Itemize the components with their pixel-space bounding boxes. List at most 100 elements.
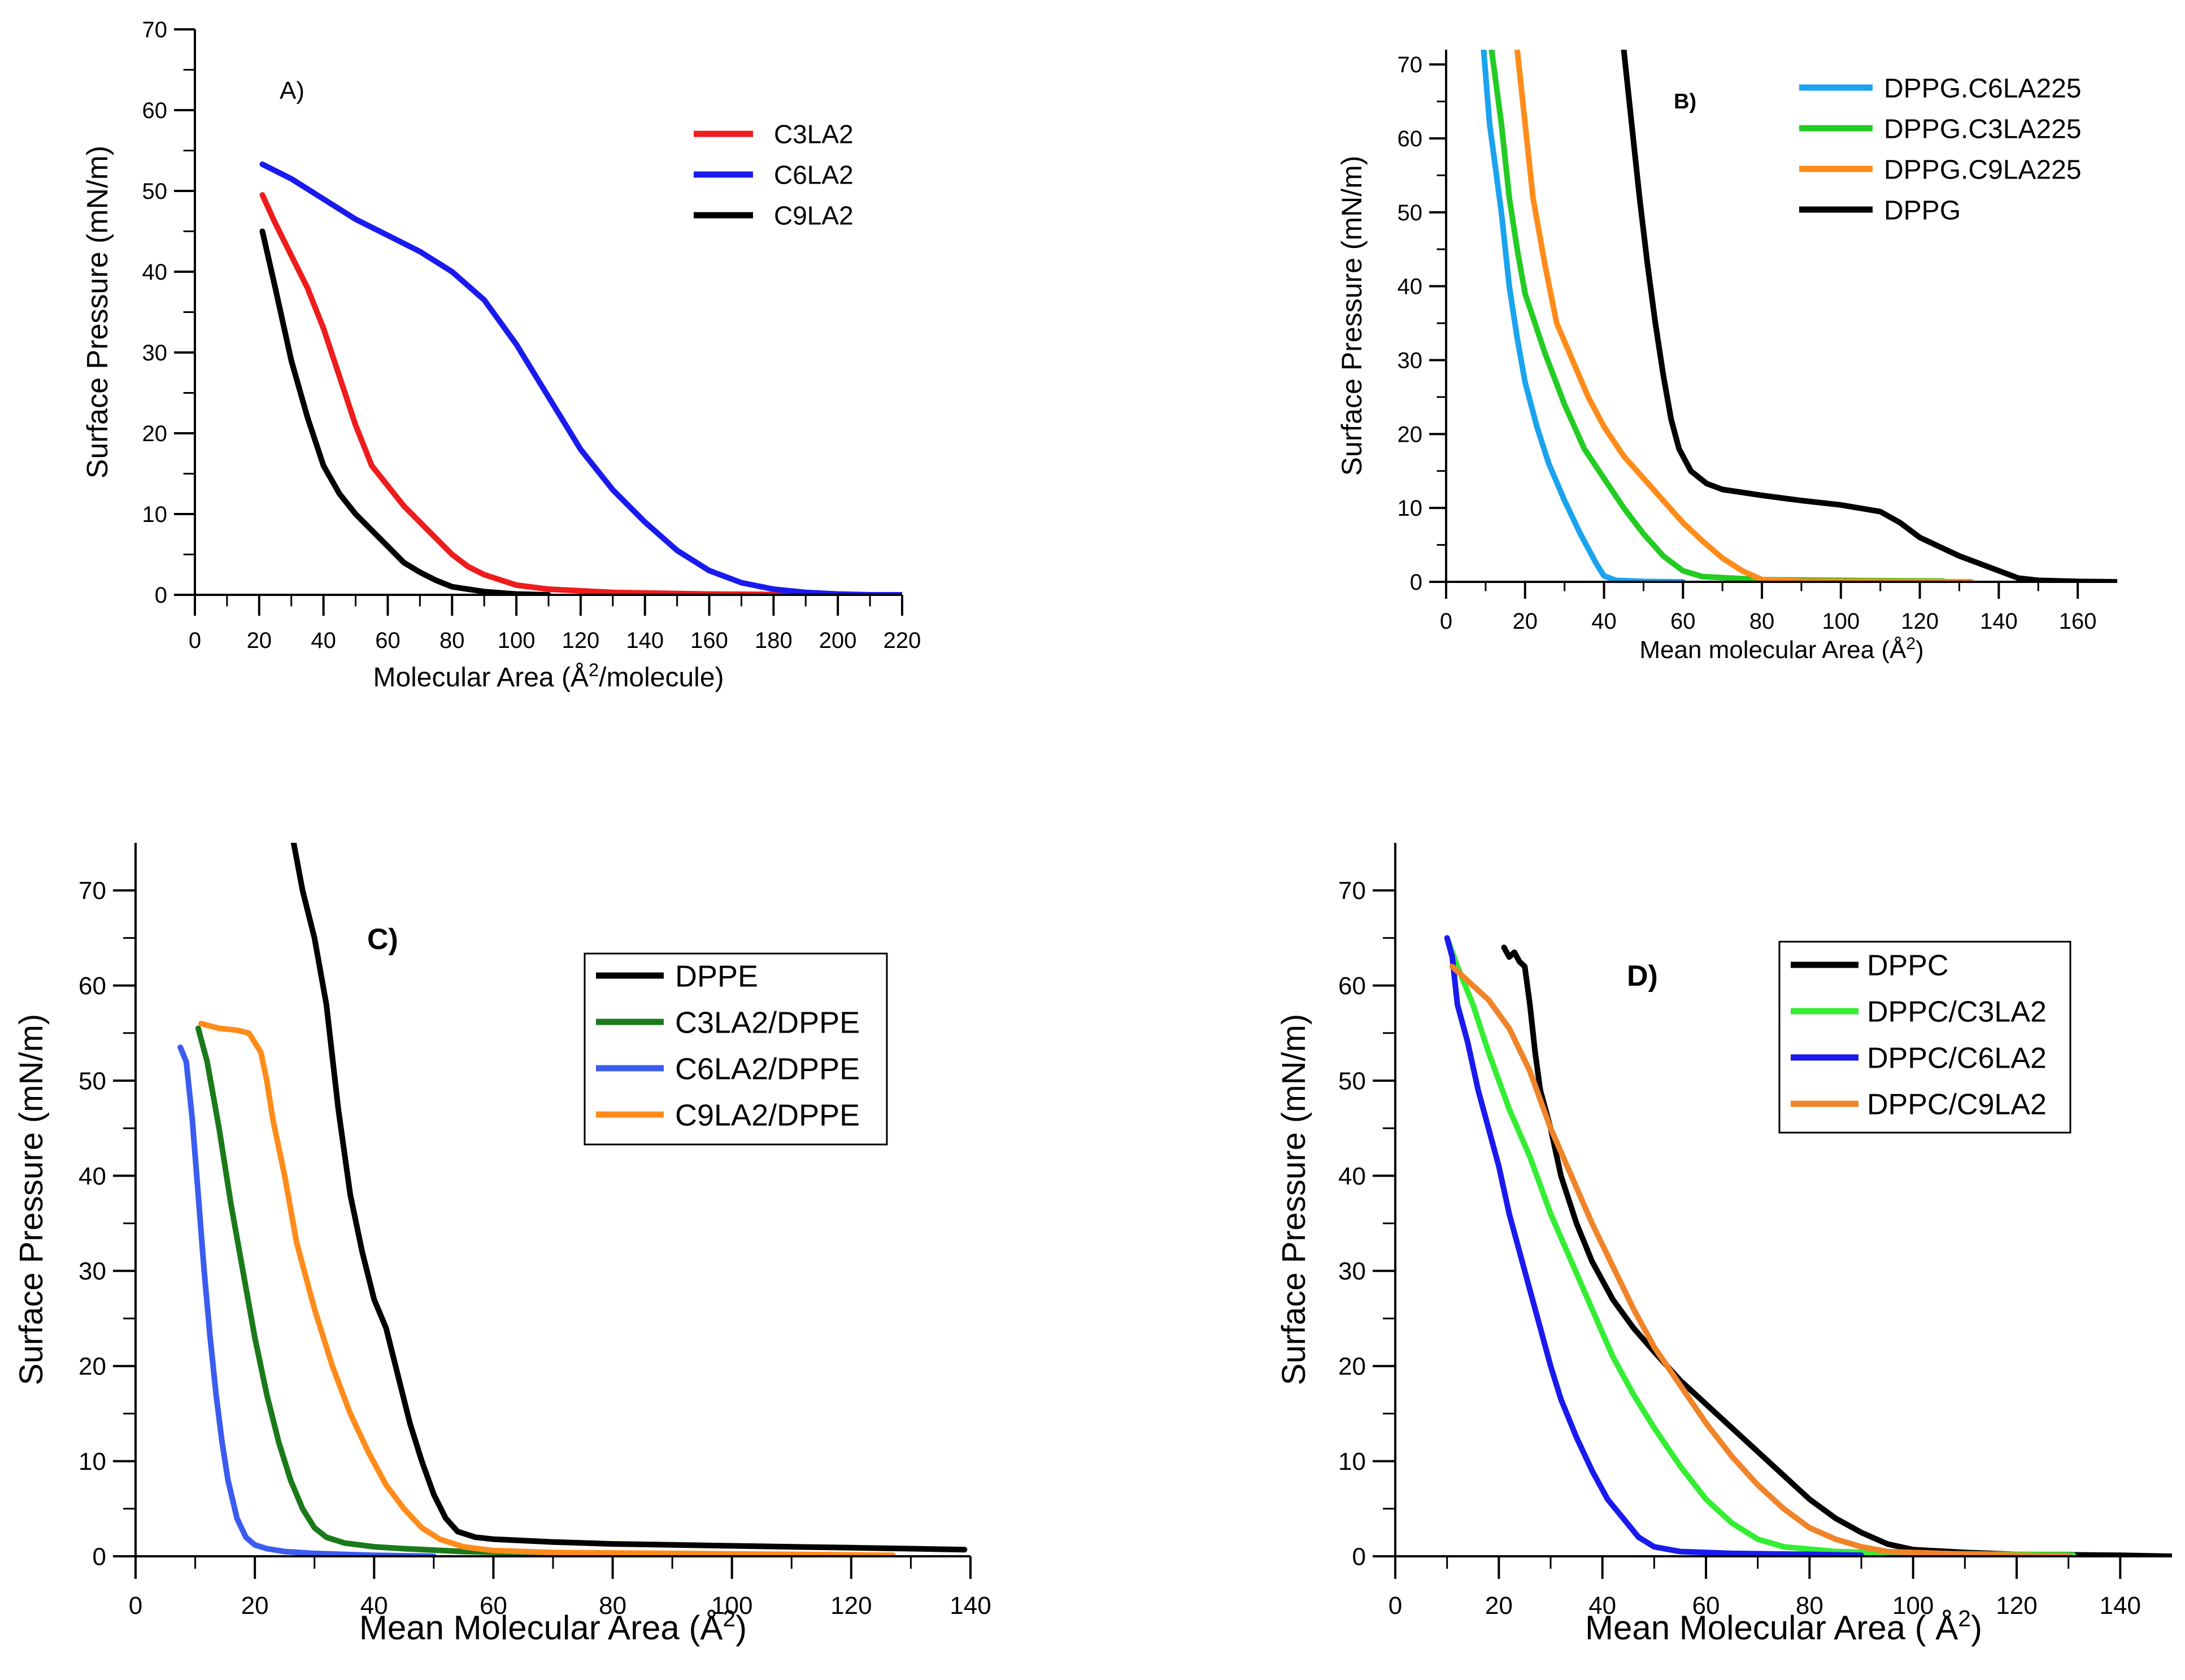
x-tick-label: 0	[1389, 1592, 1402, 1620]
x-tick-label: 20	[1513, 609, 1538, 634]
x-tick-label: 80	[599, 1592, 626, 1620]
x-axis-label-superscript: 2	[722, 1605, 735, 1631]
x-axis-label: Molecular Area (Å2/molecule)	[373, 659, 724, 693]
panel-b: 0 20 40 60 80 100 120 140 160 0 10 20 30 40 50 60 70 Mean…	[1336, 50, 2117, 664]
x-tick-label: 200	[819, 628, 857, 653]
y-tick-label: 30	[142, 341, 168, 365]
x-tick-label: 180	[755, 628, 793, 653]
series-line-dppg-c6la225	[1481, 50, 1686, 582]
x-tick-label: 20	[247, 628, 272, 653]
x-axis-label-tail: /molecule)	[599, 663, 724, 693]
y-tick-label: 0	[155, 583, 167, 608]
x-tick-label: 60	[1692, 1592, 1720, 1620]
y-tick-label: 60	[79, 972, 106, 1000]
x-tick-label: 60	[1670, 609, 1696, 634]
y-axis-label: Surface Pressure (mN/m)	[13, 1014, 50, 1385]
y-axis-label: Surface Pressure (mN/m)	[1336, 156, 1368, 476]
panel-a: 0 20 40 60 80 100 120 140 160 180 200 220 0 10 20 30 40 5…	[81, 18, 921, 693]
series-line-c9la2-dppe	[198, 1021, 896, 1556]
x-tick-label: 0	[129, 1592, 142, 1620]
series-line-dppc-c6la2	[1444, 935, 1864, 1556]
x-axis-label: Mean Molecular Area ( Å2)	[1585, 1605, 1982, 1647]
y-axis-label: Surface Pressure (mN/m)	[1276, 1014, 1312, 1385]
y-tick-label: 10	[1398, 496, 1423, 521]
y-tick-label: 50	[1338, 1067, 1366, 1095]
series-line-dppe	[290, 843, 968, 1553]
y-tick-label: 40	[1398, 275, 1423, 299]
x-tick-label: 160	[690, 628, 728, 653]
x-tick-label: 80	[1796, 1592, 1823, 1620]
y-tick-label: 40	[1338, 1163, 1366, 1190]
series-line-c6la2-dppe	[177, 1044, 437, 1556]
legend: C3LA2 C6LA2 C9LA2	[694, 120, 854, 230]
legend-entry-label: DPPE	[675, 959, 758, 993]
y-tick-label: 60	[1338, 972, 1366, 1000]
legend: DPPG.C6LA225 DPPG.C3LA225 DPPG.C9LA225 DPPG	[1799, 73, 2082, 225]
x-axis-label: Mean molecular Area (Å2)	[1639, 634, 1923, 664]
series-line-dppg	[1621, 50, 2117, 582]
x-tick-label: 40	[360, 1592, 388, 1620]
y-tick-label: 20	[79, 1353, 106, 1381]
x-tick-label: 140	[626, 628, 664, 653]
series-line-dppg-c9la225	[1514, 50, 1974, 582]
x-tick-label: 120	[830, 1592, 872, 1620]
legend-entry-label: C6LA2/DPPE	[675, 1052, 860, 1086]
x-tick-label: 100	[711, 1592, 752, 1620]
x-tick-label: 120	[1996, 1592, 2037, 1620]
legend-entry-label: DPPG	[1884, 195, 1961, 225]
x-tick-label: 40	[1588, 1592, 1616, 1620]
x-axis-label: Mean Molecular Area (Å2)	[359, 1605, 747, 1647]
x-axis-label-superscript: 2	[589, 659, 599, 680]
legend-entry-label: DPPG.C9LA225	[1884, 155, 2082, 185]
x-axis-label-main: Mean molecular Area (Å	[1639, 636, 1907, 664]
legend-entry-label: C6LA2	[774, 160, 854, 190]
y-tick-label: 30	[1338, 1257, 1366, 1285]
y-tick-label: 50	[1398, 201, 1423, 225]
x-tick-label: 60	[375, 628, 401, 653]
legend-entry-label: DPPC/C9LA2	[1867, 1089, 2047, 1121]
y-tick-label: 30	[1398, 349, 1423, 373]
legend-entry-label: C3LA2/DPPE	[675, 1006, 860, 1039]
x-tick-label: 80	[1749, 609, 1775, 634]
legend: DPPE C3LA2/DPPE C6LA2/DPPE C9LA2/DPPE	[584, 952, 888, 1146]
x-tick-label: 20	[1485, 1592, 1513, 1620]
y-tick-label: 40	[142, 260, 168, 285]
legend-entry-label: DPPC/C6LA2	[1867, 1042, 2047, 1075]
y-tick-label: 10	[79, 1448, 106, 1476]
legend-entry-label: C9LA2/DPPE	[675, 1098, 860, 1132]
y-tick-label: 0	[93, 1543, 106, 1570]
x-tick-label: 0	[189, 628, 201, 653]
x-axis-label-tail: )	[1971, 1609, 1982, 1647]
y-tick-label: 60	[1398, 127, 1423, 151]
y-tick-label: 20	[1338, 1353, 1366, 1381]
x-tick-label: 140	[950, 1592, 991, 1620]
series-line-c3la2	[259, 192, 902, 595]
x-axis-label-main: Mean Molecular Area ( Å	[1585, 1609, 1958, 1647]
y-tick-label: 40	[79, 1163, 106, 1190]
y-tick-label: 70	[142, 18, 168, 42]
x-axis-label-main: Molecular Area (Å	[373, 663, 589, 693]
x-tick-label: 0	[1440, 609, 1452, 634]
x-tick-label: 120	[1901, 609, 1939, 634]
legend-entry-label: DPPG.C6LA225	[1884, 73, 2082, 103]
panel-c: 0 20 40 60 80 100 120 140 0 10 20 30 40 50 60 70 Mean Mo…	[13, 843, 991, 1647]
x-tick-label: 20	[241, 1592, 269, 1620]
y-tick-label: 70	[1398, 53, 1423, 77]
x-tick-label: 60	[480, 1592, 507, 1620]
x-tick-label: 100	[1822, 609, 1860, 634]
x-axis-label-superscript: 2	[1958, 1605, 1971, 1631]
series-line-dppg-c3la225	[1488, 50, 1947, 582]
y-axis-label: Surface Pressure (mN/m)	[81, 146, 114, 478]
x-tick-label: 140	[2100, 1592, 2141, 1620]
y-tick-label: 0	[1352, 1543, 1366, 1570]
x-tick-label: 100	[498, 628, 536, 653]
series-line-dppc-c9la2	[1449, 963, 2071, 1556]
legend-entry-label: DPPC	[1867, 950, 1948, 982]
x-tick-label: 40	[1591, 609, 1617, 634]
x-axis-label-main: Mean Molecular Area (Å	[359, 1609, 723, 1647]
y-tick-label: 60	[142, 98, 168, 123]
series-line-dppc-c3la2	[1444, 935, 2077, 1556]
panel-label: B)	[1674, 90, 1696, 114]
panel-label: A)	[280, 77, 304, 105]
